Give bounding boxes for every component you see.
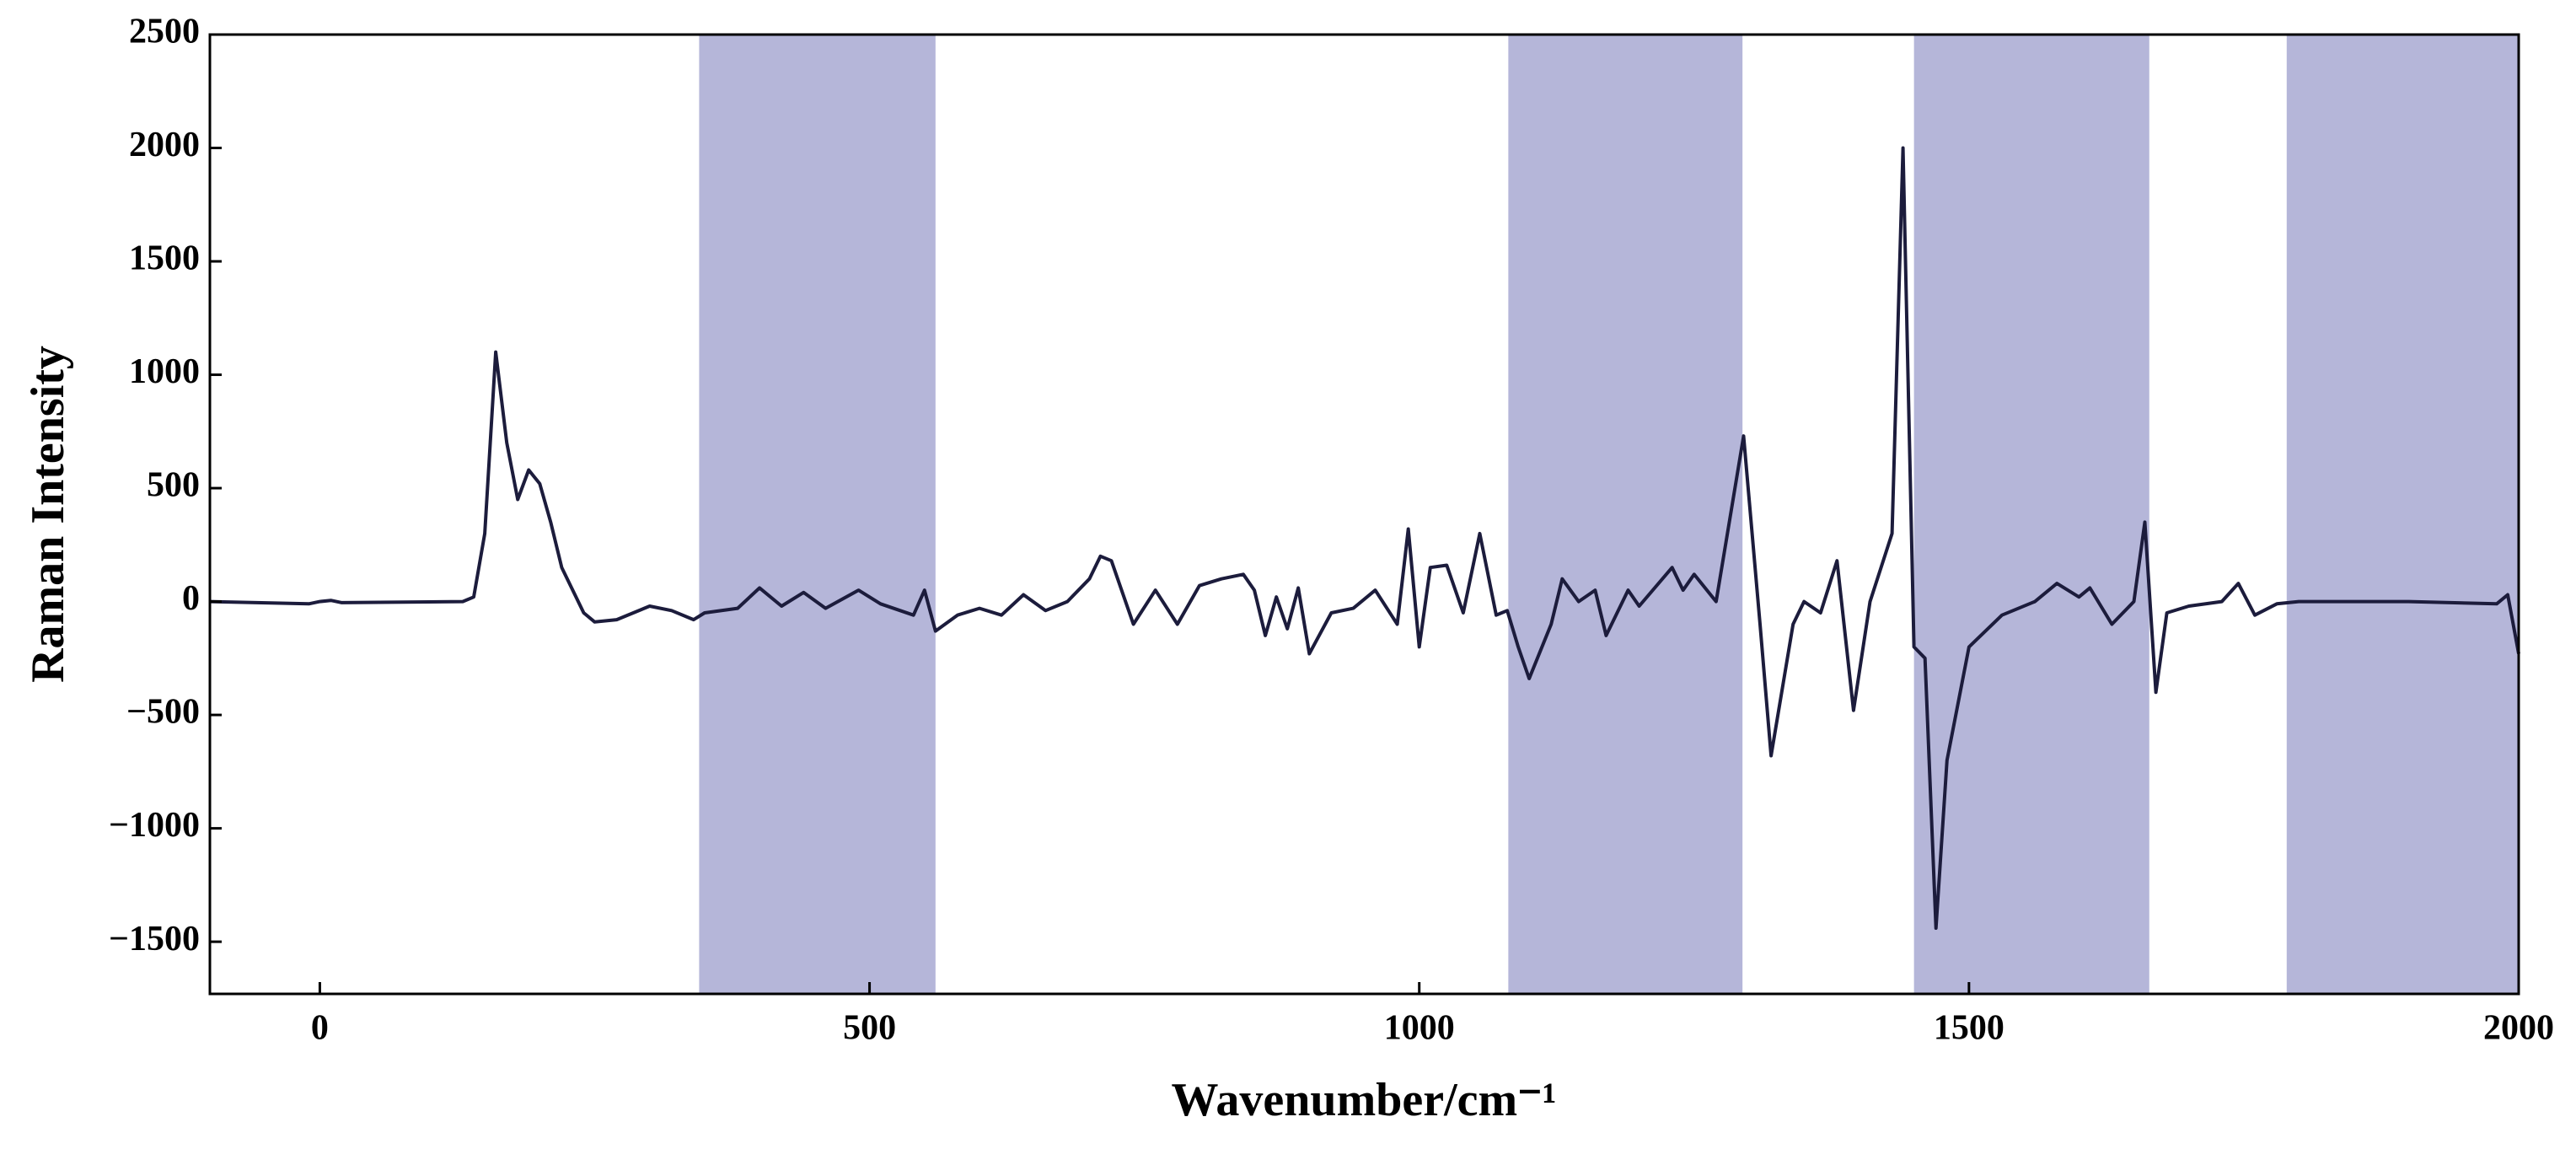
y-tick-label: 2000 <box>129 126 200 164</box>
highlight-band <box>699 35 936 994</box>
x-tick-label: 1500 <box>1934 1009 2004 1048</box>
x-tick-label: 2000 <box>2483 1009 2554 1048</box>
highlight-band <box>1508 35 1743 994</box>
x-tick-label: 500 <box>843 1009 896 1048</box>
y-axis-label: Raman Intensity <box>22 346 74 683</box>
plot-frame <box>208 33 2520 996</box>
x-axis-label: Wavenumber/cm⁻¹ <box>1172 1074 1557 1126</box>
x-tick-label: 0 <box>311 1009 329 1048</box>
highlight-band <box>1913 35 2149 994</box>
y-tick-label: 0 <box>182 579 200 618</box>
y-tick-label: −1000 <box>109 806 200 845</box>
x-tick-label: 1000 <box>1384 1009 1455 1048</box>
y-tick-label: −1500 <box>109 920 200 958</box>
y-tick-label: 1000 <box>129 352 200 391</box>
y-tick-label: −500 <box>126 693 200 732</box>
y-tick-label: 2500 <box>129 13 200 51</box>
spectrum-line <box>209 146 2520 930</box>
y-tick-label: 500 <box>147 466 200 505</box>
highlight-band <box>2286 35 2519 994</box>
y-tick-label: 1500 <box>129 239 200 278</box>
